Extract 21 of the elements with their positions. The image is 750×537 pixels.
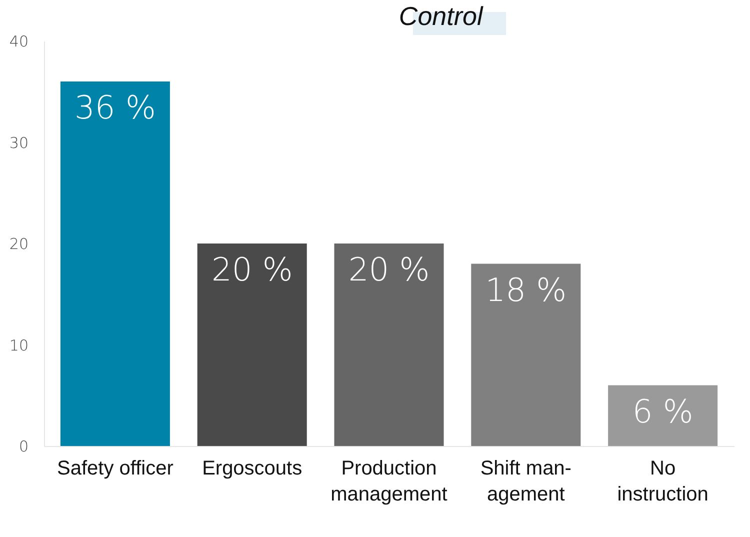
x-tick-label: No instruction (617, 458, 708, 506)
x-tick-label: Shift man- agement (480, 458, 572, 506)
bar (471, 264, 581, 446)
x-tick-label: Ergoscouts (202, 458, 302, 480)
bar (60, 82, 170, 446)
chart-title: Control (398, 1, 484, 31)
y-tick-label: 0 (18, 438, 28, 456)
data-label: 18 % (485, 270, 567, 309)
bar (197, 244, 307, 446)
x-tick-label: Safety officer (57, 458, 174, 480)
y-tick-label: 10 (9, 336, 28, 354)
y-tick-label: 20 (9, 235, 28, 253)
bar (334, 244, 444, 446)
data-label: 20 % (211, 250, 293, 288)
data-label: 20 % (348, 250, 430, 288)
data-label: 36 % (74, 88, 156, 126)
bar (608, 385, 718, 446)
data-label: 6 % (632, 392, 694, 430)
y-tick-label: 30 (9, 134, 28, 152)
x-tick-label: Production management (330, 458, 448, 506)
y-tick-label: 40 (9, 32, 28, 50)
